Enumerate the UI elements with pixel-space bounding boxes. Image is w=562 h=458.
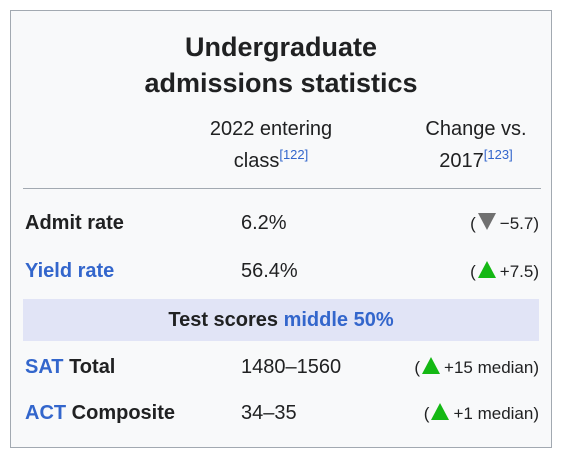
test-label: Composite — [71, 402, 176, 424]
infobox-title: Undergraduate admissions statistics — [144, 32, 418, 98]
up-arrow — [477, 261, 496, 278]
section-title: Test scores middle 50% — [23, 307, 539, 333]
change-text: +15 median) — [444, 358, 539, 377]
test-link[interactable]: ACT — [25, 402, 67, 424]
down-arrow — [477, 213, 496, 230]
column-header: 2022 entering class[122] — [201, 113, 341, 177]
paren: ( — [423, 404, 430, 423]
row-change: ( +7.5) — [470, 259, 539, 285]
up-arrow — [431, 403, 450, 420]
row-value: 56.4% — [241, 260, 298, 282]
infobox: Undergraduate admissions statistics 2022… — [10, 10, 552, 448]
row-label: SAT Total — [25, 354, 115, 380]
header-text: 2022 entering class — [209, 118, 333, 172]
row-label-link[interactable]: Yield rate — [25, 260, 115, 282]
row-change: ( +15 median) — [414, 355, 539, 381]
section-text: Test scores — [168, 309, 279, 331]
row-value: 1480–1560 — [241, 356, 342, 378]
header-text: Change vs. 2017 — [425, 118, 527, 172]
row-value: 34–35 — [241, 402, 297, 424]
separator — [23, 188, 541, 189]
test-link[interactable]: SAT — [25, 356, 64, 378]
up-arrow — [422, 357, 441, 374]
section-link[interactable]: middle 50% — [283, 309, 394, 331]
paren: ( — [470, 214, 476, 233]
paren: ( — [470, 262, 476, 281]
reference[interactable]: [123] — [483, 147, 513, 162]
row-change: ( +1 median) — [424, 401, 539, 427]
column-header: Change vs. 2017[123] — [401, 113, 551, 177]
test-label: Total — [69, 356, 116, 378]
row-value: 6.2% — [241, 212, 287, 234]
row-change: ( −5.7) — [470, 211, 539, 237]
paren: ( — [414, 358, 421, 377]
row-label: ACT Composite — [25, 400, 175, 426]
change-text: −5.7) — [499, 214, 539, 233]
change-text: +1 median) — [453, 404, 539, 423]
reference[interactable]: [122] — [279, 147, 309, 162]
row-label: Admit rate — [25, 212, 124, 234]
change-text: +7.5) — [499, 262, 539, 281]
section-header — [23, 299, 539, 341]
